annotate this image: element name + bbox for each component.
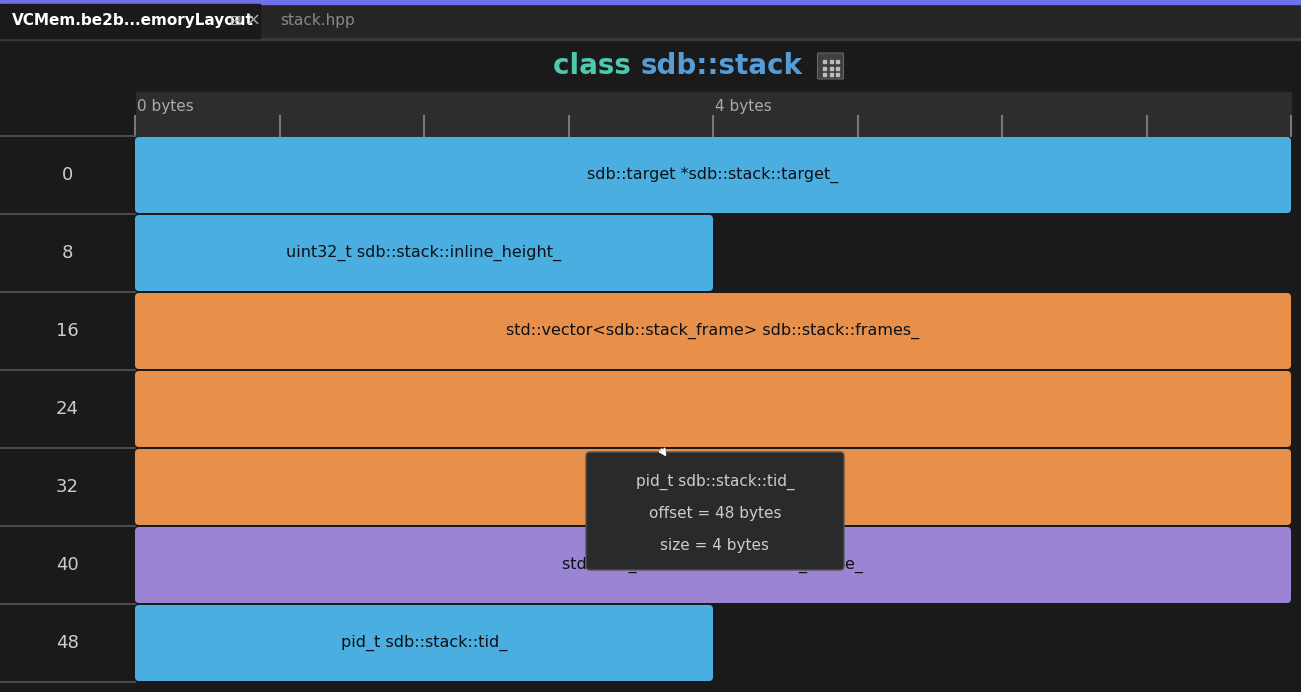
Text: 16: 16 [56,322,79,340]
Text: size = 4 bytes: size = 4 bytes [661,538,769,553]
FancyBboxPatch shape [135,527,1291,603]
Bar [824,60,826,63]
Text: 4 bytes: 4 bytes [716,98,771,113]
Bar [837,60,839,63]
Bar [830,73,833,76]
Text: class: class [553,52,640,80]
Text: sdb::stack: sdb::stack [640,52,803,80]
Bar [837,73,839,76]
Text: ⊞: ⊞ [230,14,242,28]
Text: uint32_t sdb::stack::inline_height_: uint32_t sdb::stack::inline_height_ [286,245,562,261]
Text: 8: 8 [62,244,73,262]
FancyBboxPatch shape [135,293,1291,369]
Text: sdb::target *sdb::stack::target_: sdb::target *sdb::stack::target_ [587,167,839,183]
FancyBboxPatch shape [135,449,1291,525]
Text: pid_t sdb::stack::tid_: pid_t sdb::stack::tid_ [636,474,795,490]
Bar [135,92,1291,136]
Text: stack.hpp: stack.hpp [280,14,355,28]
Text: std::size_t sdb::stack::current_frame_: std::size_t sdb::stack::current_frame_ [562,557,864,573]
Text: std::vector<sdb::stack_frame> sdb::stack::frames_: std::vector<sdb::stack_frame> sdb::stack… [506,323,920,339]
Text: offset = 48 bytes: offset = 48 bytes [649,506,781,521]
Text: 0 bytes: 0 bytes [137,98,194,113]
FancyBboxPatch shape [135,371,1291,447]
Bar [824,67,826,70]
FancyBboxPatch shape [135,605,713,681]
FancyBboxPatch shape [585,452,844,570]
Text: ×: × [246,12,260,30]
Bar [0,4,260,38]
FancyBboxPatch shape [135,137,1291,213]
Text: 40: 40 [56,556,79,574]
Text: 0: 0 [62,166,73,184]
Bar [0,0,1301,4]
Bar [824,73,826,76]
Text: 32: 32 [56,478,79,496]
Bar [830,67,833,70]
Text: VCMem.be2b...emoryLayout: VCMem.be2b...emoryLayout [12,14,254,28]
Text: 24: 24 [56,400,79,418]
FancyBboxPatch shape [135,215,713,291]
Text: pid_t sdb::stack::tid_: pid_t sdb::stack::tid_ [341,635,507,651]
Bar [830,60,833,63]
FancyBboxPatch shape [817,53,843,79]
Bar [837,67,839,70]
Bar [0,38,1301,40]
Bar [0,4,1301,38]
Text: 48: 48 [56,634,79,652]
Bar [0,92,135,682]
Bar [0,40,1301,92]
